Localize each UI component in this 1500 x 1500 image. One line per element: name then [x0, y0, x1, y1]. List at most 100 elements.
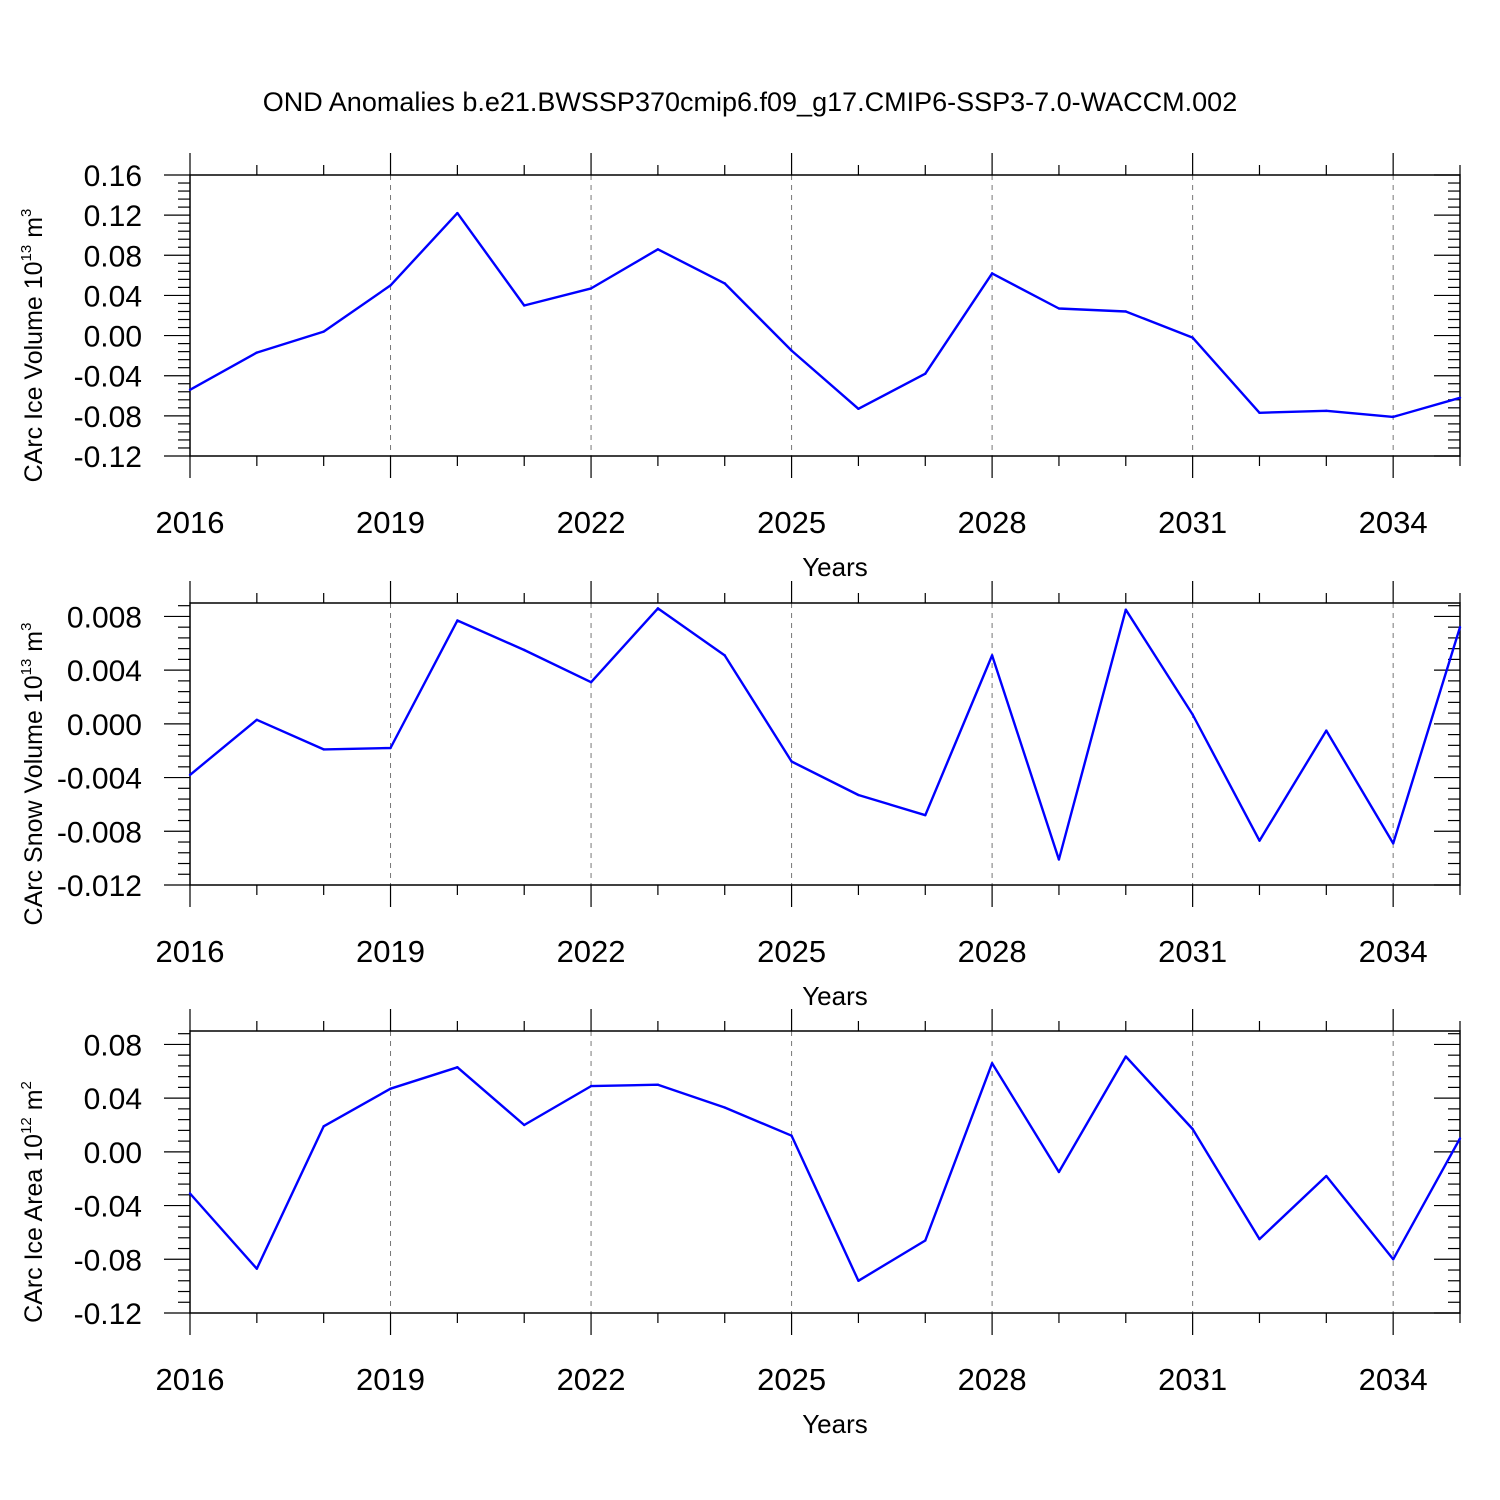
data-point-2029	[1057, 858, 1061, 861]
data-point-2028	[990, 272, 994, 275]
data-point-2030	[1124, 1055, 1127, 1058]
data-point-2034	[1391, 415, 1395, 419]
x-axis-label: Years	[802, 552, 868, 582]
x-tick-label-0: 2016	[156, 505, 225, 540]
data-point-2017	[255, 351, 259, 354]
x-tick-label-4: 2028	[958, 505, 1027, 540]
data-point-2021	[523, 304, 526, 307]
data-point-2031	[1191, 1127, 1194, 1131]
y-tick-label-0: -0.12	[74, 441, 142, 474]
figure-title: OND Anomalies b.e21.BWSSP370cmip6.f09_g1…	[263, 87, 1237, 117]
x-tick-label-2: 2022	[557, 1362, 626, 1397]
data-point-2032	[1258, 411, 1261, 415]
data-point-2029	[1057, 307, 1061, 310]
data-point-2020	[456, 619, 459, 622]
y-axis-label: CArc Snow Volume 1013 m3	[18, 623, 48, 926]
data-point-2016	[188, 388, 192, 391]
data-point-2016	[188, 1192, 192, 1195]
data-point-2023	[656, 248, 660, 251]
x-tick-label-6: 2034	[1359, 1362, 1428, 1397]
panel-3: 2016 2019 2022 2025 2028 2031 2034 -0.12 -0.08 -0…	[18, 1009, 1462, 1439]
data-point-2031	[1191, 336, 1194, 339]
y-axis-label-exponent: 12	[18, 1117, 35, 1134]
data-point-2025	[790, 1134, 793, 1137]
data-point-2032	[1258, 839, 1261, 842]
data-point-2028	[990, 654, 994, 657]
x-tick-label-3: 2025	[757, 934, 826, 969]
data-point-2020	[456, 211, 459, 215]
x-tick-label-3: 2025	[757, 1362, 826, 1397]
y-axis-label-unit: m	[20, 1089, 48, 1117]
series-line	[189, 1055, 1462, 1283]
data-point-2030	[1124, 608, 1127, 611]
data-point-2034	[1391, 842, 1395, 845]
y-axis-label: CArc Ice Volume 1013 m3	[18, 209, 48, 483]
plot-frame	[189, 174, 1461, 457]
x-tick-label-6: 2034	[1359, 505, 1428, 540]
x-tick-label-2: 2022	[557, 934, 626, 969]
data-point-2023	[656, 607, 660, 610]
y-axis-label-text: CArc Snow Volume 10	[20, 675, 48, 925]
y-tick-label-1: -0.08	[74, 1244, 142, 1277]
x-tick-label-6: 2034	[1359, 934, 1428, 969]
plot-frame	[189, 602, 1461, 886]
data-point-2033	[1325, 729, 1328, 732]
data-point-2022	[589, 287, 593, 290]
x-tick-label-1: 2019	[356, 934, 425, 969]
data-point-2019	[389, 746, 392, 750]
data-point-2016	[188, 773, 192, 777]
x-tick-label-0: 2016	[156, 934, 225, 969]
data-point-2018	[322, 748, 325, 751]
data-point-2028	[990, 1062, 994, 1065]
data-point-2022	[589, 681, 593, 684]
x-tick-label-5: 2031	[1158, 934, 1227, 969]
y-tick-label-3: 0.00	[84, 321, 142, 354]
y-tick-label-3: 0.00	[84, 1137, 142, 1170]
x-tick-label-3: 2025	[757, 505, 826, 540]
x-tick-label-4: 2028	[958, 1362, 1027, 1397]
data-point-2032	[1258, 1237, 1261, 1241]
data-point-2033	[1325, 409, 1328, 413]
x-tick-label-1: 2019	[356, 1362, 425, 1397]
data-point-2017	[255, 718, 259, 722]
x-axis-label: Years	[802, 1409, 868, 1439]
y-axis-label-exponent: 13	[18, 659, 35, 676]
data-point-2024	[723, 1106, 726, 1109]
y-tick-label-2: -0.004	[57, 763, 142, 796]
y-tick-label-4: 0.04	[84, 1083, 142, 1116]
y-tick-label-5: 0.08	[84, 1029, 142, 1062]
y-axis-label-unit: m	[20, 631, 48, 659]
x-tick-label-2: 2022	[557, 505, 626, 540]
data-point-2026	[857, 407, 860, 411]
data-point-2035	[1458, 1137, 1462, 1140]
data-point-2035	[1458, 396, 1462, 399]
y-tick-label-5: 0.008	[67, 601, 142, 634]
data-point-2021	[523, 648, 526, 652]
y-axis-label-unit: m	[20, 217, 48, 245]
data-point-2026	[857, 793, 860, 797]
data-point-2027	[924, 372, 927, 375]
y-tick-label-3: 0.000	[67, 709, 142, 742]
y-tick-label-2: -0.04	[74, 361, 142, 394]
data-point-2025	[790, 760, 793, 763]
data-point-2024	[723, 654, 726, 657]
y-tick-label-1: -0.008	[57, 816, 142, 849]
y-tick-label-0: -0.12	[74, 1298, 142, 1331]
data-point-2027	[924, 1239, 927, 1242]
data-point-2033	[1325, 1174, 1328, 1178]
data-point-2034	[1391, 1258, 1395, 1261]
data-point-2029	[1057, 1170, 1061, 1174]
series-line	[189, 607, 1462, 861]
series-line	[189, 211, 1461, 419]
x-tick-label-4: 2028	[958, 934, 1027, 969]
y-tick-label-0: -0.012	[57, 870, 142, 903]
data-point-2030	[1124, 310, 1127, 313]
y-tick-label-7: 0.16	[84, 160, 142, 193]
x-tick-label-1: 2019	[356, 505, 425, 540]
y-axis-label-text: CArc Ice Area 10	[20, 1134, 48, 1323]
data-point-2019	[389, 284, 392, 287]
y-tick-label-1: -0.08	[74, 401, 142, 434]
x-tick-label-5: 2031	[1158, 505, 1227, 540]
data-point-2021	[523, 1123, 526, 1127]
